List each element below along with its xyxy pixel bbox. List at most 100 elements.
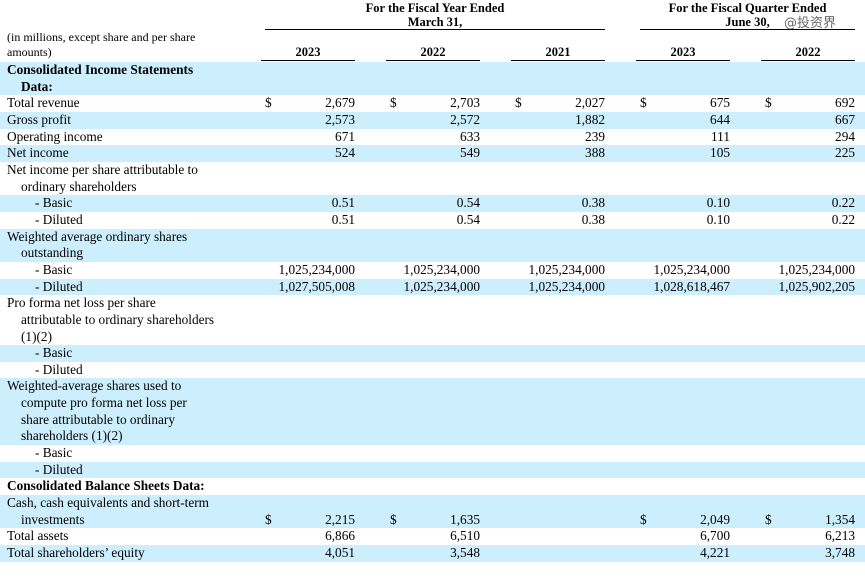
row-label: - Basic: [0, 195, 261, 212]
table-row: - Diluted: [0, 362, 865, 379]
cell-value: 6,213: [825, 528, 855, 544]
currency-symbol: $: [390, 511, 397, 527]
currency-symbol: $: [765, 511, 772, 527]
cell-value: 1,027,505,008: [278, 278, 355, 294]
cell-value: 2,572: [450, 111, 480, 127]
table-cell: 4,221: [636, 545, 730, 562]
header-line: For the Fiscal Quarter Ended: [668, 1, 827, 15]
cell-value: 0.38: [581, 211, 605, 227]
cell-value: 6,866: [325, 528, 355, 544]
table-cell: 0.38: [511, 195, 605, 212]
label-line: Data:: [21, 78, 53, 94]
table-cell: [511, 512, 605, 529]
label-line: Cash, cash equivalents and short-term: [7, 495, 209, 511]
table-cell: 1,025,234,000: [511, 279, 605, 296]
currency-symbol: $: [265, 511, 272, 527]
table-cell: 1,025,902,205: [761, 279, 855, 296]
cell-value: 0.10: [706, 195, 730, 211]
cell-value: 2,049: [700, 511, 730, 527]
label-line: Gross profit: [7, 111, 71, 127]
table-cell: $2,027: [511, 95, 605, 112]
table-cell: $692: [761, 95, 855, 112]
cell-value: 2,679: [325, 95, 355, 111]
table-cell: 1,025,234,000: [261, 262, 355, 279]
cell-value: 0.22: [831, 211, 855, 227]
table-cell: 671: [261, 129, 355, 146]
cell-value: 294: [835, 128, 855, 144]
cell-value: 524: [335, 145, 355, 161]
table-cell: $2,049: [636, 512, 730, 529]
label-line: share attributable to ordinary: [21, 411, 175, 427]
table-cell: 3,748: [761, 545, 855, 562]
table-cell: 0.22: [761, 212, 855, 229]
label-line: attributable to ordinary shareholders: [21, 311, 215, 327]
table-cell: $1,635: [386, 512, 480, 529]
label-line: - Basic: [35, 261, 73, 277]
table-cell: 3,548: [386, 545, 480, 562]
table-row: Net income per share attributable to ordi…: [0, 162, 865, 195]
table-cell: 111: [636, 129, 730, 146]
table-cell: 1,025,234,000: [386, 262, 480, 279]
row-label: - Basic: [0, 445, 261, 462]
row-label: Total assets: [0, 528, 261, 545]
table-cell: 1,025,234,000: [511, 262, 605, 279]
table-body: Consolidated Income Statements Data: Total…: [0, 62, 865, 562]
cell-value: 111: [711, 128, 730, 144]
table-cell: 239: [511, 129, 605, 146]
cell-value: 225: [835, 145, 855, 161]
cell-value: 0.51: [331, 211, 355, 227]
row-label: Weighted-average shares used to compute p…: [0, 378, 261, 445]
table-row: - Basic 0.51 0.54 0.38 0.10 0.22: [0, 195, 865, 212]
year-header: 2022: [386, 44, 480, 61]
currency-symbol: $: [640, 511, 647, 527]
cell-value: 2,027: [575, 95, 605, 111]
year-header: 2023: [636, 44, 730, 61]
label-line: Net income per share attributable to: [7, 161, 198, 177]
row-label: Pro forma net loss per share attributable…: [0, 295, 261, 345]
table-row: - Basic: [0, 445, 865, 462]
row-label: - Basic: [0, 345, 261, 362]
table-row: - Diluted: [0, 461, 865, 479]
label-line: Total revenue: [7, 95, 80, 111]
cell-value: 1,882: [575, 111, 605, 127]
section-title-row: Consolidated Balance Sheets Data:: [0, 478, 865, 495]
row-label: - Basic: [0, 262, 261, 279]
currency-symbol: $: [390, 95, 397, 111]
table-cell: $1,354: [761, 512, 855, 529]
cell-value: 239: [585, 128, 605, 144]
table-row: Net income 524 549 388 105 225: [0, 145, 865, 162]
table-cell: 225: [761, 145, 855, 162]
table-cell: 0.54: [386, 212, 480, 229]
table-cell: 2,573: [261, 112, 355, 129]
table-cell: $2,703: [386, 95, 480, 112]
cell-value: 2,703: [450, 95, 480, 111]
row-label: Gross profit: [0, 112, 261, 129]
label-line: Operating income: [7, 128, 103, 144]
cell-value: 1,635: [450, 511, 480, 527]
cell-value: 1,028,618,467: [653, 278, 730, 294]
table-cell: 0.38: [511, 212, 605, 229]
year-header: 2022: [761, 44, 855, 61]
row-label: Net income: [0, 145, 261, 162]
label-line: Consolidated Balance Sheets Data:: [7, 478, 205, 494]
cell-value: 667: [835, 111, 855, 127]
table-cell: 524: [261, 145, 355, 162]
cell-value: 1,025,234,000: [528, 261, 605, 277]
currency-symbol: $: [265, 95, 272, 111]
label-line: outstanding: [21, 245, 84, 261]
cell-value: 0.38: [581, 195, 605, 211]
label-line: - Diluted: [35, 211, 83, 227]
currency-symbol: $: [765, 95, 772, 111]
table-cell: 1,025,234,000: [636, 262, 730, 279]
table-cell: 294: [761, 129, 855, 146]
table-row: Total revenue $2,679 $2,703 $2,027 $675 $692: [0, 95, 865, 112]
label-line: Consolidated Income Statements: [7, 62, 194, 77]
row-label: - Diluted: [0, 212, 261, 229]
table-row: Weighted average ordinary shares outstand…: [0, 228, 865, 262]
row-label: - Diluted: [0, 362, 261, 379]
table-cell: 0.51: [261, 212, 355, 229]
row-label: Cash, cash equivalents and short-term inv…: [0, 495, 261, 528]
cell-value: 633: [460, 128, 480, 144]
cell-value: 105: [710, 145, 730, 161]
